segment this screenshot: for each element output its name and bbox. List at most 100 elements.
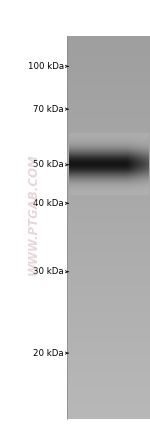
Bar <box>67 116 150 118</box>
Bar <box>67 253 150 255</box>
Bar <box>67 179 150 181</box>
Bar <box>67 82 150 83</box>
Bar <box>67 188 150 190</box>
Bar <box>67 240 150 242</box>
Bar <box>67 86 150 87</box>
Bar <box>67 252 150 253</box>
Bar <box>67 404 150 405</box>
Bar <box>67 383 150 385</box>
Bar <box>67 245 150 247</box>
Bar <box>67 315 150 317</box>
Bar <box>67 230 150 232</box>
Bar <box>67 140 150 141</box>
Bar <box>67 62 150 63</box>
Bar <box>67 54 150 56</box>
Bar <box>67 330 150 331</box>
Bar <box>67 53 150 54</box>
Bar <box>67 189 150 191</box>
Bar <box>67 39 150 40</box>
Bar <box>67 268 150 270</box>
Bar <box>67 167 150 169</box>
Bar <box>67 239 150 241</box>
Bar <box>67 46 150 48</box>
Bar <box>67 388 150 390</box>
Bar <box>67 133 150 135</box>
Bar <box>67 335 150 336</box>
Bar <box>67 171 150 173</box>
Bar <box>67 323 150 325</box>
Bar <box>67 405 150 407</box>
Bar <box>67 265 150 266</box>
Bar <box>67 115 150 117</box>
Bar <box>67 290 150 292</box>
Bar <box>67 317 150 318</box>
Bar <box>67 285 150 287</box>
Bar <box>67 187 150 188</box>
Text: 30 kDa: 30 kDa <box>33 267 64 276</box>
Bar <box>67 398 150 400</box>
Bar <box>0 0 67 428</box>
Bar <box>67 261 150 262</box>
Bar <box>67 203 150 205</box>
Bar <box>67 181 150 183</box>
Bar <box>67 113 150 114</box>
Bar <box>67 192 150 193</box>
Bar <box>67 298 150 300</box>
Bar <box>67 353 150 354</box>
Bar <box>67 84 150 86</box>
Bar <box>67 197 150 199</box>
Bar <box>67 345 150 347</box>
Bar <box>67 110 150 112</box>
Bar <box>67 152 150 154</box>
Bar <box>67 387 150 389</box>
Bar <box>67 272 150 274</box>
Bar <box>67 396 150 398</box>
Bar <box>67 337 150 339</box>
Bar <box>67 72 150 74</box>
Bar <box>67 49 150 51</box>
Bar <box>67 97 150 99</box>
Bar <box>67 92 150 94</box>
Bar <box>67 56 150 58</box>
Bar <box>67 327 150 329</box>
Bar <box>67 151 150 152</box>
Bar <box>67 259 150 261</box>
Bar <box>67 354 150 356</box>
Bar <box>67 123 150 125</box>
Bar <box>67 78 150 80</box>
Bar <box>67 308 150 309</box>
Bar <box>67 415 150 417</box>
Bar <box>67 212 150 214</box>
Bar <box>67 297 150 298</box>
Bar <box>67 364 150 366</box>
Bar <box>67 158 150 160</box>
Bar <box>67 114 150 116</box>
Bar <box>67 384 150 386</box>
Bar <box>67 229 150 230</box>
Bar <box>67 225 150 227</box>
Bar <box>67 319 150 321</box>
Bar <box>67 69 150 71</box>
Bar <box>67 79 150 81</box>
Bar <box>67 205 150 206</box>
Bar <box>67 217 150 219</box>
Bar <box>67 71 150 72</box>
Bar <box>67 305 150 307</box>
Bar <box>67 324 150 326</box>
Bar <box>67 136 150 137</box>
Bar <box>67 83 150 85</box>
Bar <box>67 318 150 320</box>
Bar <box>67 263 150 265</box>
Bar <box>67 231 150 233</box>
Bar <box>67 247 150 248</box>
Bar <box>67 174 150 175</box>
Bar <box>67 149 150 150</box>
Bar <box>67 258 150 260</box>
Bar <box>67 67 150 68</box>
Bar <box>67 267 150 269</box>
Bar <box>67 262 150 264</box>
Bar <box>67 122 150 123</box>
Bar <box>67 249 150 251</box>
Bar <box>67 223 150 224</box>
Bar <box>67 59 150 61</box>
